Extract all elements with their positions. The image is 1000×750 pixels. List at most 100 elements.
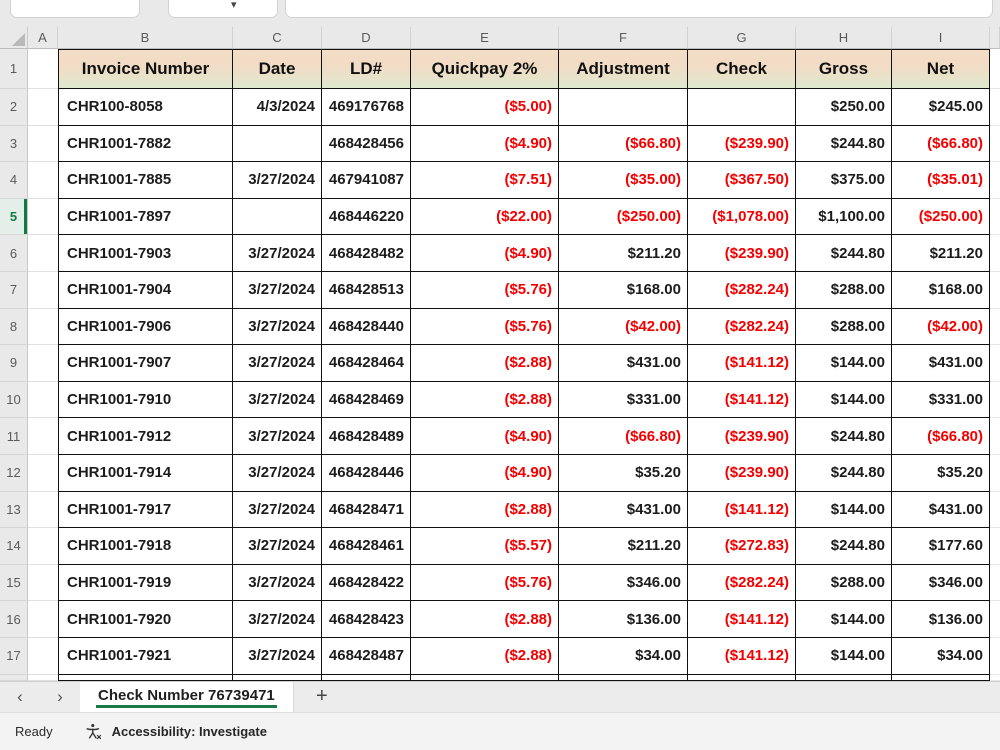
cell[interactable]	[233, 198, 322, 236]
cell[interactable]: $375.00	[796, 162, 892, 199]
cell[interactable]: ($22.00)	[411, 198, 559, 236]
cell[interactable]: ($66.80)	[892, 418, 990, 455]
cell-partial[interactable]	[796, 674, 892, 681]
cell-col-j-partial[interactable]	[990, 125, 1000, 163]
cell[interactable]: $245.00	[892, 89, 990, 126]
name-box[interactable]	[10, 0, 140, 18]
cell[interactable]: $288.00	[796, 271, 892, 309]
cell[interactable]: ($2.88)	[411, 345, 559, 382]
cell[interactable]: ($5.57)	[411, 528, 559, 565]
accessibility-status[interactable]: Accessibility: Investigate	[111, 723, 267, 739]
cell[interactable]: ($367.50)	[688, 162, 796, 199]
header-cell[interactable]: LD#	[322, 49, 411, 89]
name-box-dropdown[interactable]: ▾	[168, 0, 278, 18]
cell[interactable]: 3/27/2024	[233, 528, 322, 565]
row-header-15[interactable]: 15	[0, 564, 28, 602]
header-cell[interactable]: Adjustment	[559, 49, 688, 89]
cell-col-j-partial[interactable]	[990, 271, 1000, 309]
cell-col-a[interactable]	[28, 601, 58, 638]
cell[interactable]: CHR1001-7920	[58, 601, 233, 638]
cell-col-a[interactable]	[28, 491, 58, 529]
row-header-12[interactable]: 12	[0, 454, 28, 492]
cell-col-a[interactable]	[28, 162, 58, 199]
cell-col-a[interactable]	[28, 49, 58, 89]
cell-col-a[interactable]	[28, 674, 58, 681]
cell[interactable]: ($2.88)	[411, 601, 559, 638]
cell[interactable]: ($2.88)	[411, 491, 559, 529]
cell[interactable]: ($4.90)	[411, 418, 559, 455]
cell[interactable]: CHR1001-7903	[58, 235, 233, 272]
cell-col-a[interactable]	[28, 564, 58, 602]
cell[interactable]: ($282.24)	[688, 564, 796, 602]
cell[interactable]: ($250.00)	[892, 198, 990, 236]
cell[interactable]: $144.00	[796, 601, 892, 638]
cell[interactable]	[559, 89, 688, 126]
header-cell[interactable]: Date	[233, 49, 322, 89]
cell-partial[interactable]	[892, 674, 990, 681]
row-header-14[interactable]: 14	[0, 528, 28, 565]
cell[interactable]: 3/27/2024	[233, 637, 322, 675]
cell[interactable]: $346.00	[559, 564, 688, 602]
cell-col-j-partial[interactable]	[990, 454, 1000, 492]
cell[interactable]: CHR1001-7907	[58, 345, 233, 382]
cell[interactable]	[233, 125, 322, 163]
row-header-13[interactable]: 13	[0, 491, 28, 529]
cell[interactable]: 3/27/2024	[233, 454, 322, 492]
cell[interactable]: ($42.00)	[559, 308, 688, 346]
column-header-I[interactable]: I	[892, 27, 990, 49]
cell[interactable]: ($141.12)	[688, 601, 796, 638]
cell[interactable]: $431.00	[892, 345, 990, 382]
cell[interactable]: $346.00	[892, 564, 990, 602]
cell[interactable]: ($282.24)	[688, 271, 796, 309]
cell[interactable]: $144.00	[796, 381, 892, 419]
cell[interactable]: CHR1001-7917	[58, 491, 233, 529]
cell[interactable]: 3/27/2024	[233, 381, 322, 419]
cell[interactable]: ($35.01)	[892, 162, 990, 199]
row-header-3[interactable]: 3	[0, 125, 28, 163]
cell[interactable]: $211.20	[559, 528, 688, 565]
cell[interactable]: $244.80	[796, 528, 892, 565]
cell[interactable]: $1,100.00	[796, 198, 892, 236]
cell[interactable]: 468428446	[322, 454, 411, 492]
cell-partial[interactable]	[233, 674, 322, 681]
cell[interactable]: $211.20	[892, 235, 990, 272]
cell-col-j-partial[interactable]	[990, 308, 1000, 346]
cell-col-a[interactable]	[28, 198, 58, 236]
column-header-D[interactable]: D	[322, 27, 411, 49]
row-header-11[interactable]: 11	[0, 418, 28, 455]
row-header-16[interactable]: 16	[0, 601, 28, 638]
cell[interactable]: 4/3/2024	[233, 89, 322, 126]
cell[interactable]: 3/27/2024	[233, 601, 322, 638]
cell[interactable]: 469176768	[322, 89, 411, 126]
cell[interactable]: $431.00	[559, 345, 688, 382]
row-header-9[interactable]: 9	[0, 345, 28, 382]
cell-col-a[interactable]	[28, 637, 58, 675]
cell[interactable]: $331.00	[892, 381, 990, 419]
header-cell[interactable]: Invoice Number	[58, 49, 233, 89]
cell-col-j-partial[interactable]	[990, 564, 1000, 602]
cell[interactable]: ($141.12)	[688, 637, 796, 675]
add-sheet-button[interactable]: +	[315, 685, 328, 707]
column-header-A[interactable]: A	[28, 27, 58, 49]
cell[interactable]: $211.20	[559, 235, 688, 272]
cell[interactable]: ($1,078.00)	[688, 198, 796, 236]
cell[interactable]: ($239.90)	[688, 235, 796, 272]
cell[interactable]: 468428482	[322, 235, 411, 272]
cell[interactable]: $331.00	[559, 381, 688, 419]
cell-col-j-partial[interactable]	[990, 674, 1000, 681]
cell[interactable]: ($5.76)	[411, 564, 559, 602]
cell[interactable]: CHR100-8058	[58, 89, 233, 126]
row-header-1[interactable]: 1	[0, 49, 28, 89]
cell[interactable]: $35.20	[892, 454, 990, 492]
cell[interactable]: $288.00	[796, 564, 892, 602]
cell[interactable]: $168.00	[559, 271, 688, 309]
cell[interactable]: $168.00	[892, 271, 990, 309]
cell[interactable]: ($282.24)	[688, 308, 796, 346]
cell[interactable]: 468446220	[322, 198, 411, 236]
cell[interactable]: ($5.76)	[411, 271, 559, 309]
cell[interactable]: ($66.80)	[559, 125, 688, 163]
cell[interactable]: $144.00	[796, 637, 892, 675]
cell[interactable]: ($141.12)	[688, 381, 796, 419]
cell-col-j-partial[interactable]	[990, 528, 1000, 565]
cell[interactable]: $35.20	[559, 454, 688, 492]
